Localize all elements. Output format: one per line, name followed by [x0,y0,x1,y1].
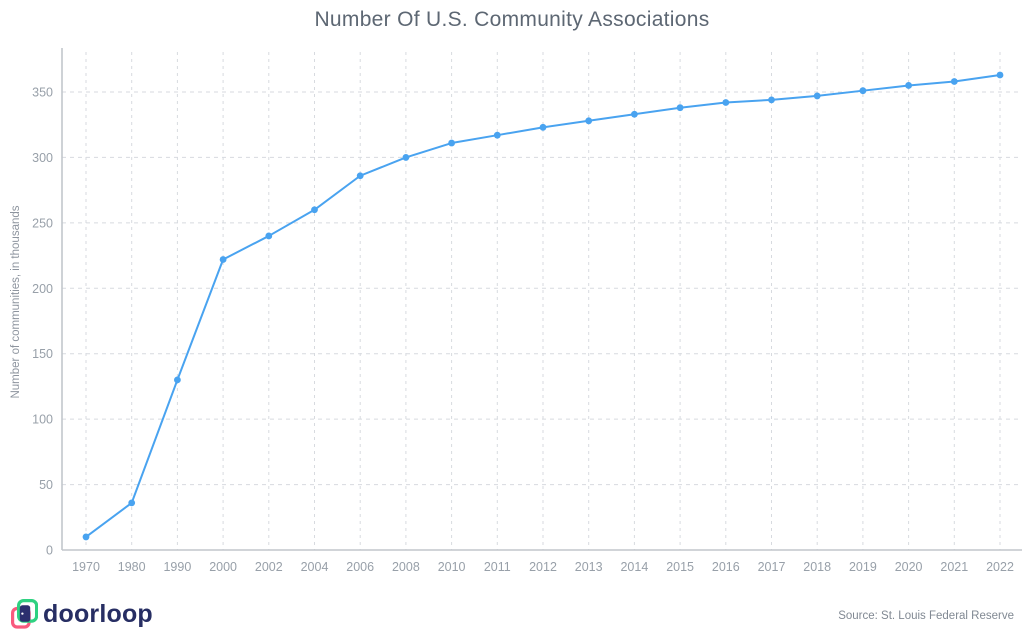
data-point [813,92,821,100]
y-tick-label: 100 [32,413,53,427]
y-tick-label: 300 [32,151,53,165]
data-point [539,123,547,131]
x-tick-label: 1980 [118,560,146,574]
logo-wordmark: doorloop [43,599,153,628]
x-tick-label: 2010 [438,560,466,574]
data-point [82,533,90,541]
y-tick-label: 0 [46,544,53,558]
data-point [493,131,501,139]
x-tick-label: 2021 [940,560,968,574]
x-tick-label: 2006 [346,560,374,574]
y-tick-label: 50 [39,478,53,492]
x-tick-label: 1970 [72,560,100,574]
x-tick-label: 2016 [712,560,740,574]
data-point [311,206,318,214]
footer: doorloop Source: St. Louis Federal Reser… [0,592,1024,640]
x-tick-label: 2008 [392,560,420,574]
data-point [631,110,638,118]
x-tick-label: 1990 [163,560,191,574]
data-point [676,104,684,112]
doorloop-door-icon [11,599,38,629]
data-point [402,154,410,161]
y-axis-title: Number of communities, in thousands [10,205,22,399]
y-tick-label: 150 [32,347,53,361]
y-tick-label: 200 [32,282,53,296]
doorloop-logo: doorloop [11,599,153,629]
data-point [585,117,593,125]
x-tick-label: 2014 [620,560,648,574]
data-point [950,78,958,85]
x-tick-label: 2012 [529,560,557,574]
source-attribution: Source: St. Louis Federal Reserve [838,610,1014,622]
data-point [265,232,273,240]
x-tick-label: 2002 [255,560,283,574]
data-point [174,376,181,384]
x-tick-label: 2017 [758,560,786,574]
x-tick-label: 2018 [803,560,831,574]
y-tick-label: 350 [32,86,53,100]
chart-title: Number Of U.S. Community Associations [314,8,710,31]
data-point [722,99,730,106]
x-tick-label: 2011 [484,560,511,574]
line-chart: 0 50 100 150 200 250 300 350 1970 1980 1990 2000 200… [32,48,1022,574]
x-tick-label: 2020 [895,560,923,574]
x-tick-label: 2015 [666,560,694,574]
y-tick-label: 250 [32,216,53,230]
data-point [859,87,867,95]
data-point [448,139,455,147]
x-tick-label: 2000 [209,560,237,574]
data-point [768,96,775,104]
data-point [996,71,1004,79]
data-point [128,499,136,507]
x-tick-label: 2004 [301,560,329,574]
x-tick-label: 2019 [849,560,877,574]
x-tick-label: 2013 [575,560,603,574]
x-tick-label: 2022 [986,560,1014,574]
data-point [905,82,912,89]
data-point [219,256,227,263]
data-point [356,172,364,180]
